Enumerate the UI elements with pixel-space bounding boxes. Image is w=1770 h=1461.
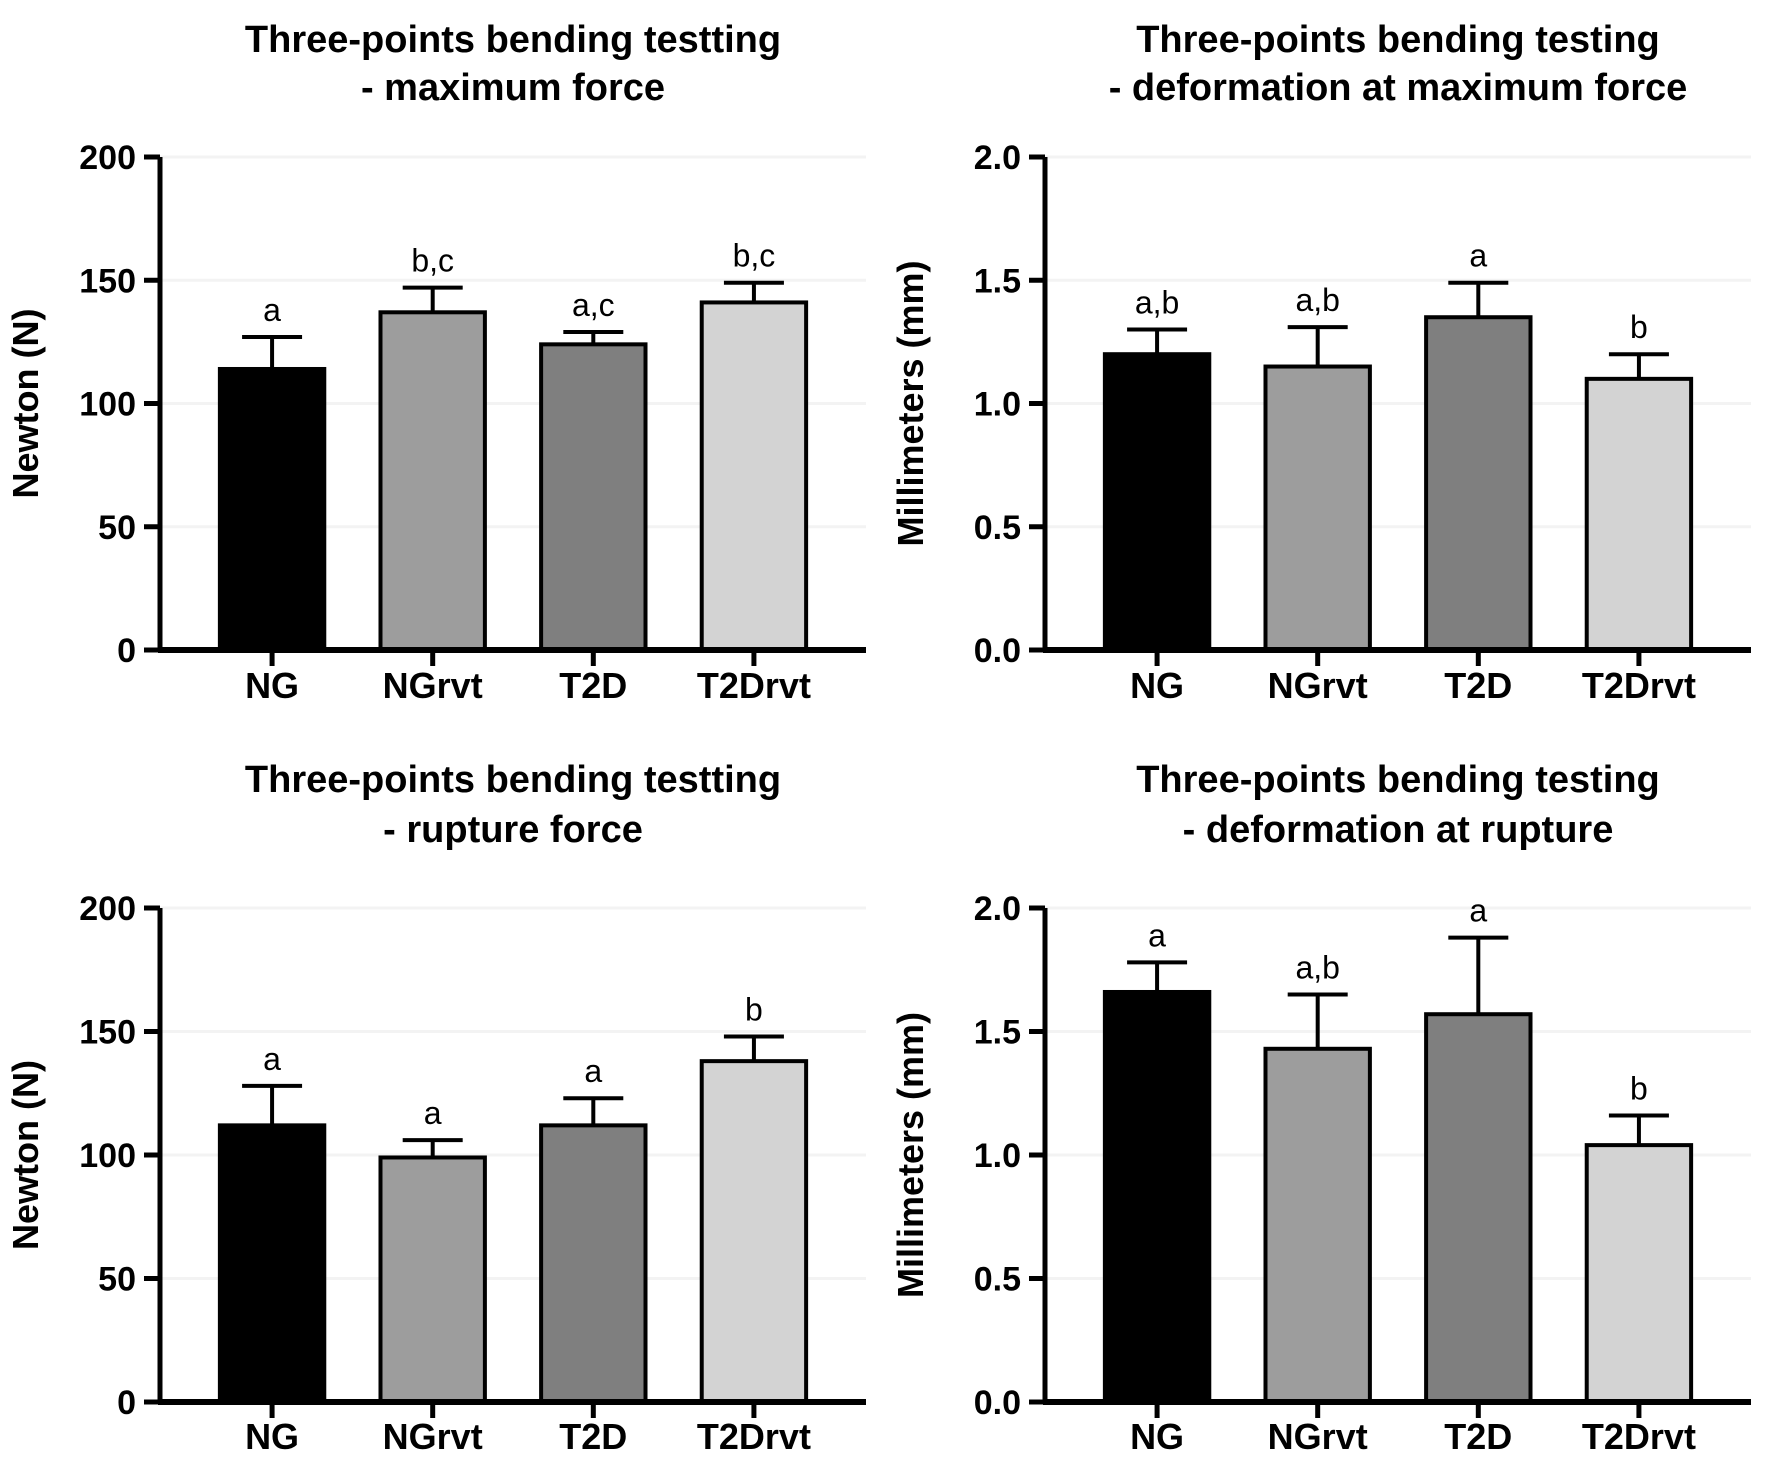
sig-label-NGrvt: a <box>424 1095 442 1131</box>
panel-maximum-force: Three-points bending testting - maximum f… <box>0 0 885 730</box>
sig-label-T2Drvt: b,c <box>733 238 776 274</box>
bar-NGrvt <box>1263 1046 1372 1404</box>
y-tick-label: 0.5 <box>974 509 1021 547</box>
y-tick-label: 150 <box>79 262 136 300</box>
x-tick-label-NGrvt: NGrvt <box>383 1416 483 1457</box>
x-tick-label-T2Drvt: T2Drvt <box>697 1416 811 1457</box>
sig-label-NGrvt: b,c <box>411 243 454 279</box>
x-tick-label-T2Drvt: T2Drvt <box>697 665 811 706</box>
bar-NGrvt <box>1263 364 1372 652</box>
chart-title-line1: Three-points bending testing <box>1136 759 1660 801</box>
y-axis-title: Millimeters (mm) <box>890 260 931 546</box>
y-tick-label: 0.5 <box>974 1261 1021 1299</box>
sig-label-NG: a,b <box>1135 285 1179 321</box>
chart-rupture-force: Three-points bending testting - rupture f… <box>5 759 866 1457</box>
bar-T2D <box>1424 1012 1533 1404</box>
chart-deformation-at-rupture: Three-points bending testing - deformatio… <box>890 759 1751 1457</box>
y-tick-label: 0 <box>117 632 136 670</box>
y-tick-label: 2.0 <box>974 890 1021 928</box>
bar-T2Drvt <box>699 1059 809 1404</box>
y-tick-label: 0.0 <box>974 632 1021 670</box>
sig-label-NG: a <box>263 292 281 328</box>
x-tick-label-NG: NG <box>245 665 299 706</box>
sig-label-NG: a <box>263 1041 281 1077</box>
x-tick-label-NGrvt: NGrvt <box>1268 1416 1368 1457</box>
sig-label-T2D: a <box>1469 238 1487 274</box>
y-tick-label: 50 <box>98 1261 136 1299</box>
x-tick-label-T2D: T2D <box>1444 1416 1512 1457</box>
y-tick-label: 0 <box>117 1384 136 1422</box>
y-tick-label: 0.0 <box>974 1384 1021 1422</box>
x-tick-label-T2D: T2D <box>1444 665 1512 706</box>
bar-T2Drvt <box>1584 1143 1694 1404</box>
chart-deformation-at-maximum-force: Three-points bending testing - deformatio… <box>890 19 1751 706</box>
bar-T2Drvt <box>699 300 809 652</box>
bar-T2D <box>539 342 648 652</box>
y-axis-title: Newton (N) <box>5 1060 46 1250</box>
sig-label-T2Drvt: b <box>1630 309 1648 345</box>
bar-NGrvt <box>378 1155 487 1404</box>
sig-label-T2D: a <box>1469 893 1487 929</box>
panel-deformation-at-maximum-force: Three-points bending testing - deformatio… <box>885 0 1770 730</box>
chart-title-line1: Three-points bending testting <box>245 19 781 61</box>
y-tick-label: 1.0 <box>974 1137 1021 1175</box>
x-tick-label-NGrvt: NGrvt <box>383 665 483 706</box>
x-tick-label-T2D: T2D <box>559 665 627 706</box>
bar-T2D <box>1424 315 1533 652</box>
bar-NG <box>217 1123 327 1404</box>
x-tick-label-NGrvt: NGrvt <box>1268 665 1368 706</box>
y-tick-label: 50 <box>98 509 136 547</box>
x-tick-label-T2Drvt: T2Drvt <box>1582 665 1696 706</box>
y-axis-title: Newton (N) <box>5 309 46 499</box>
bar-NG <box>1102 989 1212 1404</box>
y-tick-label: 1.5 <box>974 1014 1021 1052</box>
bar-NG <box>1102 352 1212 652</box>
bar-NG <box>217 366 327 652</box>
sig-label-T2D: a,c <box>572 287 615 323</box>
x-tick-label-NG: NG <box>245 1416 299 1457</box>
chart-title-line2: - rupture force <box>383 809 643 851</box>
chart-title-line1: Three-points bending testting <box>245 759 781 801</box>
y-tick-label: 100 <box>79 1137 136 1175</box>
sig-label-NG: a <box>1148 917 1166 953</box>
bar-T2Drvt <box>1584 376 1694 652</box>
chart-title-line2: - deformation at rupture <box>1183 809 1614 851</box>
sig-label-NGrvt: a,b <box>1295 282 1339 318</box>
y-tick-label: 200 <box>79 890 136 928</box>
y-axis-title: Millimeters (mm) <box>890 1012 931 1298</box>
sig-label-T2Drvt: b <box>1630 1070 1648 1106</box>
x-tick-label-T2Drvt: T2Drvt <box>1582 1416 1696 1457</box>
y-tick-label: 1.5 <box>974 262 1021 300</box>
panel-rupture-force: Three-points bending testting - rupture f… <box>0 730 885 1461</box>
x-tick-label-NG: NG <box>1130 1416 1184 1457</box>
y-tick-label: 1.0 <box>974 386 1021 424</box>
bar-T2D <box>539 1123 648 1404</box>
y-tick-label: 100 <box>79 386 136 424</box>
panel-deformation-at-rupture: Three-points bending testing - deformatio… <box>885 730 1770 1461</box>
x-tick-label-T2D: T2D <box>559 1416 627 1457</box>
chart-maximum-force: Three-points bending testting - maximum f… <box>5 19 866 706</box>
chart-title-line2: - deformation at maximum force <box>1109 67 1688 109</box>
y-tick-label: 200 <box>79 139 136 177</box>
sig-label-T2D: a <box>584 1053 602 1089</box>
sig-label-NGrvt: a,b <box>1295 949 1339 985</box>
chart-title-line2: - maximum force <box>361 67 665 109</box>
chart-title-line1: Three-points bending testing <box>1136 19 1660 61</box>
bar-NGrvt <box>378 310 487 652</box>
y-tick-label: 150 <box>79 1014 136 1052</box>
y-tick-label: 2.0 <box>974 139 1021 177</box>
sig-label-T2Drvt: b <box>745 991 763 1027</box>
x-tick-label-NG: NG <box>1130 665 1184 706</box>
